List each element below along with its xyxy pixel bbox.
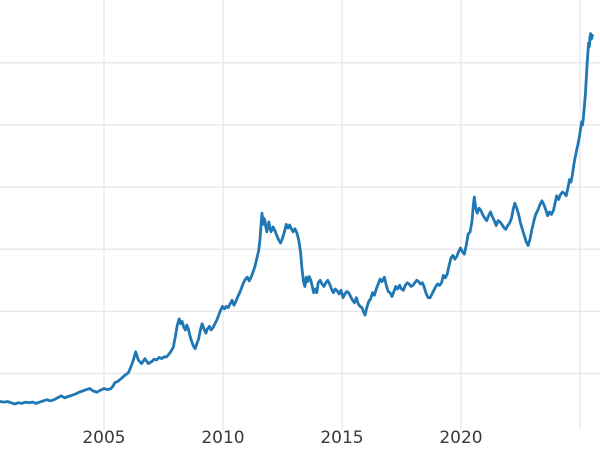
series-line <box>0 32 594 406</box>
x-tick-label: 2020 <box>439 428 482 448</box>
x-tick-label: 2010 <box>201 428 244 448</box>
x-tick-label: 2005 <box>82 428 125 448</box>
x-tick-label: 2015 <box>320 428 363 448</box>
